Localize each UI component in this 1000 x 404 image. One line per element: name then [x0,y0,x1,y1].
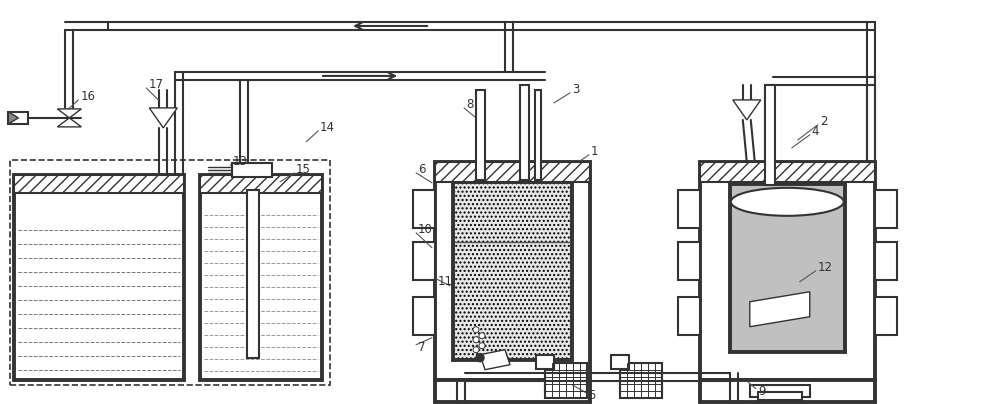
Bar [545,363,587,398]
Text: 5: 5 [588,389,595,402]
Polygon shape [750,292,810,327]
Bar [14,175,184,193]
Bar [678,190,700,228]
Bar [678,242,700,280]
Bar [413,190,435,228]
Bar [8,112,28,124]
Bar [535,90,541,180]
Polygon shape [57,109,81,118]
Bar [700,380,875,402]
Bar [875,190,897,228]
Text: 7: 7 [418,341,426,354]
Bar [10,160,330,385]
Bar [232,163,272,177]
Text: 4: 4 [812,125,819,139]
Text: 9: 9 [758,385,765,398]
Text: 14: 14 [320,121,335,135]
Circle shape [479,343,485,349]
Bar [875,297,897,335]
Bar [435,380,590,402]
Text: 17: 17 [148,78,163,91]
Bar [476,90,485,180]
Bar [758,391,802,400]
Bar [413,297,435,335]
Bar [678,297,700,335]
Text: 11: 11 [438,275,453,288]
Bar [765,85,775,185]
Polygon shape [480,350,510,370]
Circle shape [476,354,484,362]
Text: 8: 8 [466,99,473,112]
Bar [435,162,590,182]
Ellipse shape [731,188,844,216]
Polygon shape [149,108,177,128]
Circle shape [479,333,485,339]
Text: 12: 12 [818,261,833,274]
Bar [750,385,810,397]
Text: 13: 13 [232,156,247,168]
Polygon shape [8,112,18,124]
Bar [200,175,322,380]
Bar [413,242,435,280]
Bar [875,242,897,280]
Polygon shape [57,118,81,127]
Text: 15: 15 [296,163,311,177]
Bar [247,190,259,358]
Circle shape [473,337,479,343]
Bar [730,184,845,352]
Bar [453,182,572,360]
Bar [435,162,590,380]
Circle shape [473,347,479,353]
Text: 6: 6 [418,163,426,177]
Text: 10: 10 [418,223,433,236]
Bar [536,355,554,369]
Text: 2: 2 [820,116,827,128]
Bar [700,162,875,380]
Bar [611,355,629,369]
Circle shape [473,327,479,333]
Bar [14,175,184,380]
Bar [200,175,322,193]
Bar [520,85,529,180]
Bar [620,363,662,398]
Text: 3: 3 [572,83,579,97]
Text: 16: 16 [80,90,95,103]
Polygon shape [733,100,761,120]
Bar [700,162,875,182]
Bar [453,182,572,360]
Text: 1: 1 [591,145,598,158]
